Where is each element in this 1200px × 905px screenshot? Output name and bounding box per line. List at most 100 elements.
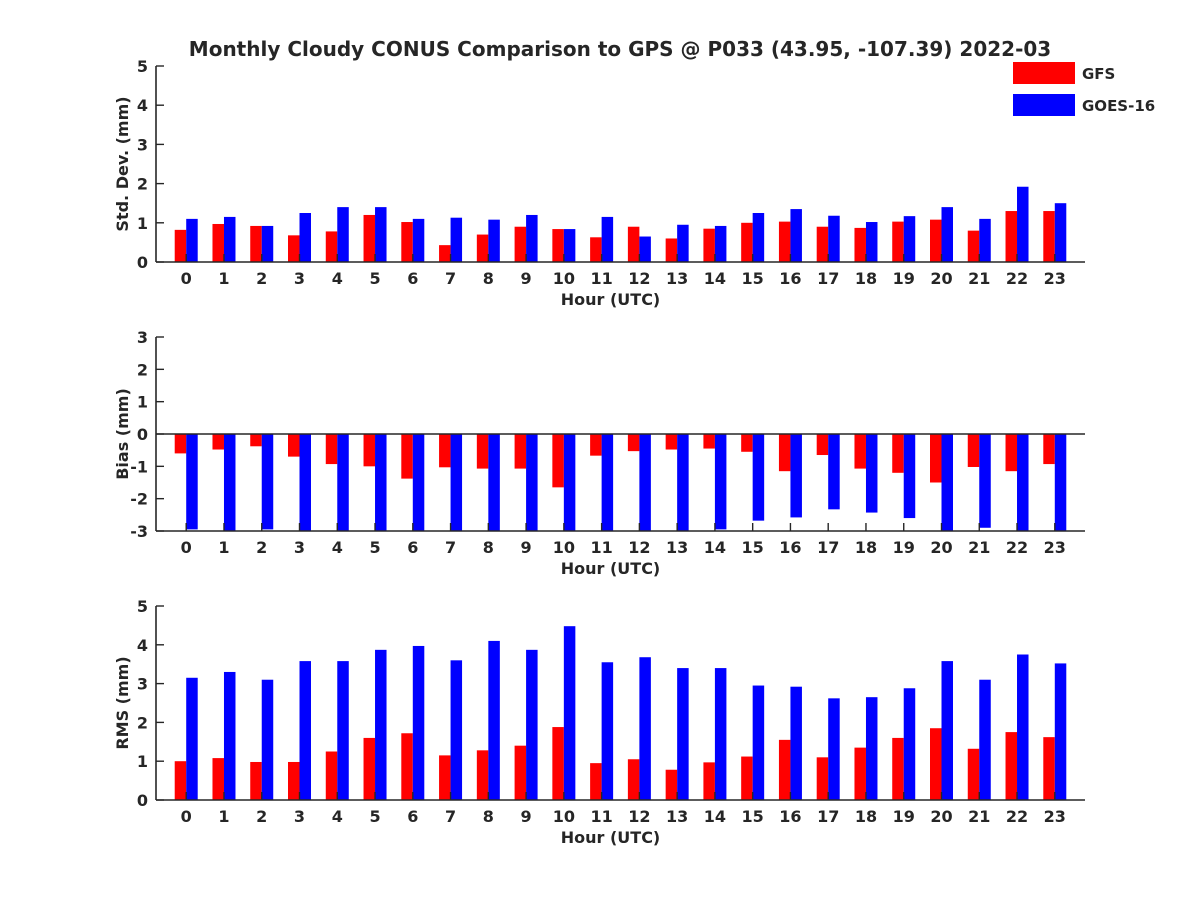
rms-bar-goes-16-12 [639, 657, 651, 800]
std-dev-bar-goes-16-10 [563, 229, 576, 262]
rms-bar-goes-16-11 [601, 662, 614, 800]
std-dev-xtick-label: 19 [893, 269, 915, 288]
std-dev-ytick-label: 0 [137, 253, 148, 272]
std-dev-bar-goes-16-9 [526, 214, 538, 262]
bias-xtick-label: 5 [369, 538, 380, 557]
rms-xtick-label: 13 [666, 807, 688, 826]
rms-bar-goes-16-19 [903, 688, 916, 800]
rms-ytick-label: 4 [137, 636, 148, 655]
bias-xtick-label: 2 [256, 538, 267, 557]
bias-xtick-label: 14 [704, 538, 726, 557]
rms-bar-goes-16-20 [941, 661, 953, 800]
rms-bar-goes-16-16 [790, 686, 802, 800]
rms-ytick-label: 5 [137, 597, 148, 616]
std-dev-bar-gfs-21 [967, 230, 980, 262]
bias-xtick-label: 9 [521, 538, 532, 557]
std-dev-xtick-label: 15 [742, 269, 764, 288]
bias-bar-gfs-16 [778, 434, 791, 472]
rms-xtick-label: 1 [218, 807, 229, 826]
rms-bar-gfs-11 [590, 763, 602, 800]
rms-bar-gfs-19 [892, 737, 904, 800]
rms-xtick-label: 16 [779, 807, 801, 826]
bias-bar-goes-16-17 [828, 434, 840, 510]
std-dev-bar-gfs-2 [250, 225, 262, 262]
rms-bar-goes-16-2 [261, 679, 274, 800]
bias-bar-goes-16-18 [865, 434, 878, 513]
std-dev-bar-gfs-20 [930, 219, 942, 262]
std-dev-bar-gfs-5 [363, 214, 376, 262]
rms-xtick-label: 18 [855, 807, 877, 826]
bias-bar-goes-16-22 [1017, 434, 1029, 531]
rms-bar-gfs-22 [1005, 732, 1018, 800]
rms-bar-gfs-7 [439, 755, 451, 800]
bias-bar-gfs-2 [250, 434, 262, 447]
rms-xtick-label: 5 [369, 807, 380, 826]
std-dev-xtick-label: 14 [704, 269, 726, 288]
bias-bar-gfs-3 [288, 434, 300, 457]
rms-xtick-label: 19 [893, 807, 915, 826]
rms-xtick-label: 21 [968, 807, 990, 826]
rms-bar-goes-16-7 [450, 660, 463, 800]
std-dev-bar-goes-16-14 [714, 225, 727, 262]
bias-bar-goes-16-3 [299, 434, 311, 531]
bias-xtick-label: 11 [590, 538, 612, 557]
rms-bar-gfs-8 [476, 750, 489, 800]
std-dev-ytick-label: 1 [137, 214, 148, 233]
std-dev-xtick-label: 7 [445, 269, 456, 288]
bias-bar-gfs-8 [476, 434, 489, 469]
rms-bar-goes-16-8 [488, 640, 500, 800]
std-dev-bar-gfs-12 [627, 226, 640, 262]
std-dev-bar-gfs-17 [816, 226, 829, 262]
rms-bar-gfs-4 [325, 751, 338, 800]
rms-xtick-label: 7 [445, 807, 456, 826]
rms-bar-gfs-9 [514, 745, 527, 800]
bias-xtick-label: 4 [332, 538, 343, 557]
std-dev-bar-gfs-23 [1043, 211, 1055, 262]
std-dev-bar-goes-16-7 [450, 217, 463, 262]
std-dev-xtick-label: 8 [483, 269, 494, 288]
bias-bar-goes-16-1 [223, 434, 236, 531]
bias-ytick-label: -1 [130, 457, 148, 476]
std-dev-xtick-label: 5 [369, 269, 380, 288]
rms-bar-goes-16-9 [526, 649, 538, 800]
std-dev-bar-goes-16-2 [261, 225, 274, 262]
rms-bar-goes-16-22 [1017, 654, 1029, 800]
rms-xtick-label: 9 [521, 807, 532, 826]
rms-ytick-label: 0 [137, 791, 148, 810]
bias-bar-goes-16-8 [488, 434, 500, 531]
std-dev-bar-gfs-6 [401, 222, 413, 262]
rms-bar-gfs-1 [212, 758, 224, 800]
rms-xtick-label: 14 [704, 807, 726, 826]
std-dev-bar-gfs-0 [174, 229, 187, 262]
bias-x-axis-label: Hour (UTC) [561, 559, 661, 578]
rms-xtick-label: 11 [590, 807, 612, 826]
rms-xtick-label: 8 [483, 807, 494, 826]
bias-xtick-label: 6 [407, 538, 418, 557]
std-dev-xtick-label: 17 [817, 269, 839, 288]
std-dev-bar-goes-16-19 [903, 216, 916, 262]
bias-bar-gfs-20 [930, 434, 942, 483]
rms-xtick-label: 2 [256, 807, 267, 826]
bias-xtick-label: 23 [1044, 538, 1066, 557]
bias-bar-goes-16-21 [979, 434, 991, 528]
std-dev-bar-gfs-19 [892, 221, 904, 262]
std-dev-bar-goes-16-8 [488, 219, 500, 262]
rms-xtick-label: 6 [407, 807, 418, 826]
std-dev-bar-gfs-7 [439, 245, 451, 262]
bias-bar-gfs-0 [174, 434, 187, 454]
std-dev-xtick-label: 4 [332, 269, 343, 288]
std-dev-bar-goes-16-1 [223, 216, 236, 262]
std-dev-xtick-label: 20 [930, 269, 952, 288]
rms-bar-gfs-5 [363, 737, 376, 800]
legend-swatch-gfs [1013, 62, 1075, 84]
bias-xtick-label: 10 [553, 538, 575, 557]
bias-bar-goes-16-2 [261, 434, 274, 530]
rms-bar-gfs-10 [552, 727, 564, 800]
rms-bar-gfs-23 [1043, 737, 1055, 800]
bias-bar-gfs-12 [627, 434, 640, 452]
bias-bar-gfs-6 [401, 434, 413, 479]
bias-bar-goes-16-19 [903, 434, 916, 519]
chart-title: Monthly Cloudy CONUS Comparison to GPS @… [189, 37, 1051, 61]
